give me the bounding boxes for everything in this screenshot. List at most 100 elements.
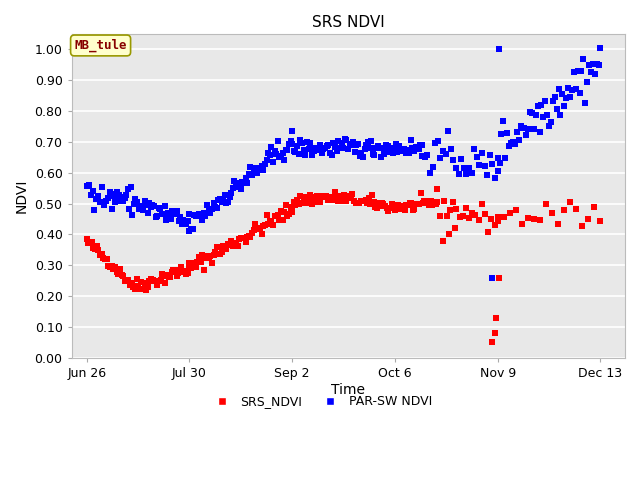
SRS_NDVI: [287, 208, 298, 216]
PAR-SW NDVI: [384, 148, 394, 156]
PAR-SW NDVI: [534, 129, 545, 136]
PAR-SW NDVI: [376, 153, 386, 161]
PAR-SW NDVI: [523, 125, 533, 133]
PAR-SW NDVI: [269, 147, 280, 155]
SRS_NDVI: [263, 220, 273, 228]
SRS_NDVI: [205, 252, 216, 260]
PAR-SW NDVI: [196, 212, 206, 220]
SRS_NDVI: [264, 217, 275, 225]
SRS_NDVI: [406, 199, 416, 207]
SRS_NDVI: [313, 198, 323, 205]
PAR-SW NDVI: [299, 146, 309, 154]
SRS_NDVI: [168, 266, 179, 274]
SRS_NDVI: [305, 191, 316, 199]
SRS_NDVI: [228, 242, 238, 250]
SRS_NDVI: [170, 266, 180, 274]
PAR-SW NDVI: [221, 200, 232, 207]
SRS_NDVI: [318, 193, 328, 201]
SRS_NDVI: [143, 284, 153, 291]
PAR-SW NDVI: [200, 212, 211, 220]
PAR-SW NDVI: [406, 136, 416, 144]
SRS_NDVI: [102, 255, 112, 263]
PAR-SW NDVI: [308, 147, 319, 155]
PAR-SW NDVI: [127, 211, 138, 219]
SRS_NDVI: [200, 252, 211, 260]
PAR-SW NDVI: [464, 164, 474, 172]
PAR-SW NDVI: [333, 138, 344, 145]
PAR-SW NDVI: [152, 212, 162, 220]
SRS_NDVI: [181, 270, 191, 277]
PAR-SW NDVI: [285, 137, 296, 145]
PAR-SW NDVI: [232, 183, 243, 191]
PAR-SW NDVI: [540, 97, 550, 105]
PAR-SW NDVI: [191, 212, 201, 219]
SRS_NDVI: [432, 198, 442, 205]
SRS_NDVI: [184, 260, 195, 267]
PAR-SW NDVI: [589, 70, 600, 77]
SRS_NDVI: [177, 264, 187, 271]
PAR-SW NDVI: [294, 150, 304, 157]
SRS_NDVI: [253, 224, 264, 232]
SRS_NDVI: [83, 239, 93, 246]
SRS_NDVI: [136, 278, 147, 286]
SRS_NDVI: [420, 197, 431, 205]
SRS_NDVI: [172, 272, 182, 280]
SRS_NDVI: [348, 190, 358, 198]
PAR-SW NDVI: [115, 197, 125, 205]
SRS_NDVI: [180, 267, 190, 275]
SRS_NDVI: [241, 238, 251, 245]
PAR-SW NDVI: [415, 142, 426, 149]
PAR-SW NDVI: [413, 145, 424, 153]
SRS_NDVI: [571, 205, 581, 213]
SRS_NDVI: [295, 192, 305, 200]
SRS_NDVI: [451, 225, 461, 232]
SRS_NDVI: [298, 197, 308, 204]
PAR-SW NDVI: [234, 181, 244, 189]
SRS_NDVI: [291, 201, 301, 208]
SRS_NDVI: [359, 197, 369, 205]
SRS_NDVI: [85, 239, 95, 246]
PAR-SW NDVI: [588, 60, 598, 68]
SRS_NDVI: [81, 236, 92, 243]
PAR-SW NDVI: [136, 205, 147, 213]
PAR-SW NDVI: [93, 192, 104, 199]
PAR-SW NDVI: [318, 145, 328, 153]
SRS_NDVI: [398, 203, 408, 210]
SRS_NDVI: [189, 261, 200, 268]
PAR-SW NDVI: [531, 111, 541, 119]
SRS_NDVI: [529, 216, 539, 223]
SRS_NDVI: [115, 265, 125, 273]
PAR-SW NDVI: [536, 101, 547, 109]
PAR-SW NDVI: [109, 191, 119, 198]
PAR-SW NDVI: [90, 206, 100, 214]
PAR-SW NDVI: [340, 135, 350, 143]
PAR-SW NDVI: [166, 215, 176, 223]
PAR-SW NDVI: [381, 141, 391, 149]
PAR-SW NDVI: [341, 137, 351, 144]
PAR-SW NDVI: [430, 139, 440, 146]
PAR-SW NDVI: [557, 91, 568, 98]
SRS_NDVI: [167, 268, 177, 276]
PAR-SW NDVI: [396, 146, 406, 154]
SRS_NDVI: [354, 200, 364, 207]
SRS_NDVI: [149, 277, 159, 285]
PAR-SW NDVI: [188, 226, 198, 233]
SRS_NDVI: [285, 206, 296, 214]
PAR-SW NDVI: [172, 207, 182, 215]
PAR-SW NDVI: [236, 185, 246, 193]
PAR-SW NDVI: [314, 146, 324, 154]
SRS_NDVI: [516, 220, 527, 228]
PAR-SW NDVI: [479, 162, 490, 169]
PAR-SW NDVI: [567, 86, 577, 94]
PAR-SW NDVI: [258, 166, 268, 173]
PAR-SW NDVI: [386, 146, 396, 154]
PAR-SW NDVI: [467, 169, 477, 177]
SRS_NDVI: [321, 192, 332, 200]
PAR-SW NDVI: [205, 209, 216, 216]
SRS_NDVI: [470, 211, 481, 219]
SRS_NDVI: [483, 228, 493, 236]
SRS_NDVI: [547, 209, 557, 217]
SRS_NDVI: [523, 215, 533, 222]
SRS_NDVI: [499, 213, 509, 220]
PAR-SW NDVI: [273, 138, 283, 145]
